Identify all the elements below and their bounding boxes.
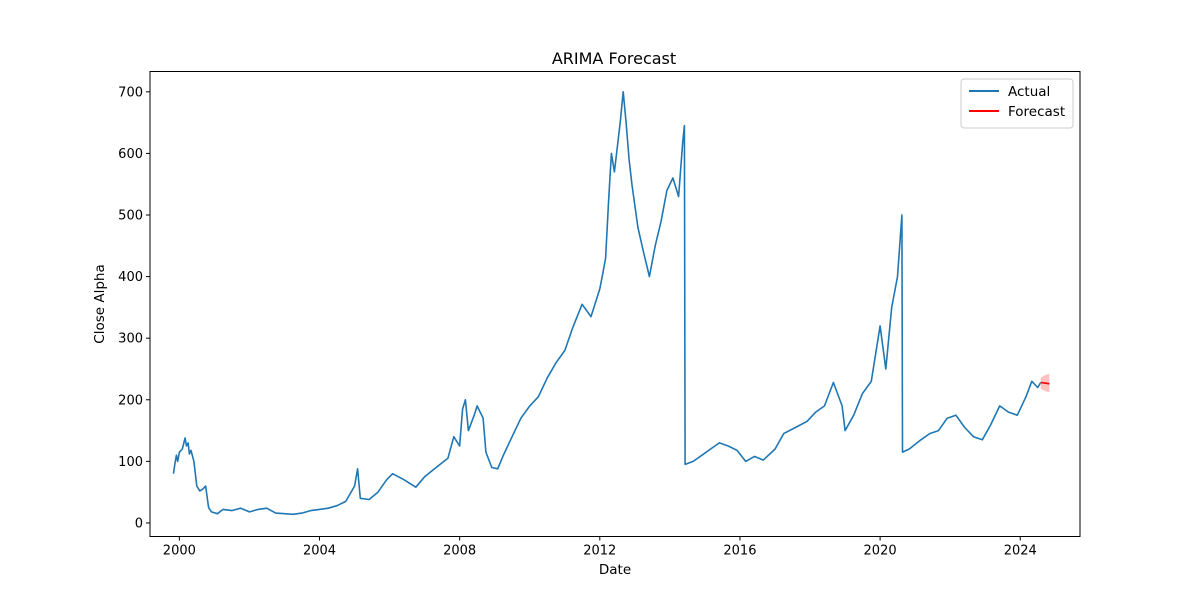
y-tick-label: 400 <box>118 270 143 285</box>
y-tick-label: 0 <box>135 516 143 531</box>
x-tick-label: 2000 <box>163 544 196 559</box>
x-tick-label: 2004 <box>303 544 336 559</box>
series-actual-line <box>172 91 1042 516</box>
plot-frame <box>149 71 1081 537</box>
legend-label-forecast: Forecast <box>1008 104 1065 120</box>
y-tick-label: 700 <box>118 85 143 100</box>
legend-label-actual: Actual <box>1008 84 1050 100</box>
y-axis-label: Close Alpha <box>92 264 108 343</box>
x-tick-label: 2024 <box>1004 544 1037 559</box>
y-tick-label: 300 <box>118 332 143 347</box>
x-tick-label: 2012 <box>583 544 616 559</box>
y-tick-label: 600 <box>118 147 143 162</box>
series-forecast-line <box>1040 381 1050 385</box>
x-tick-label: 2008 <box>443 544 476 559</box>
x-axis-label: Date <box>599 562 631 578</box>
x-tick-label: 2016 <box>723 544 756 559</box>
legend: Actual Forecast <box>960 78 1074 129</box>
y-tick-label: 200 <box>118 393 143 408</box>
chart-title: ARIMA Forecast <box>552 49 676 68</box>
y-tick-label: 500 <box>118 209 143 224</box>
x-tick-label: 2020 <box>864 544 897 559</box>
y-tick-label: 100 <box>118 455 143 470</box>
